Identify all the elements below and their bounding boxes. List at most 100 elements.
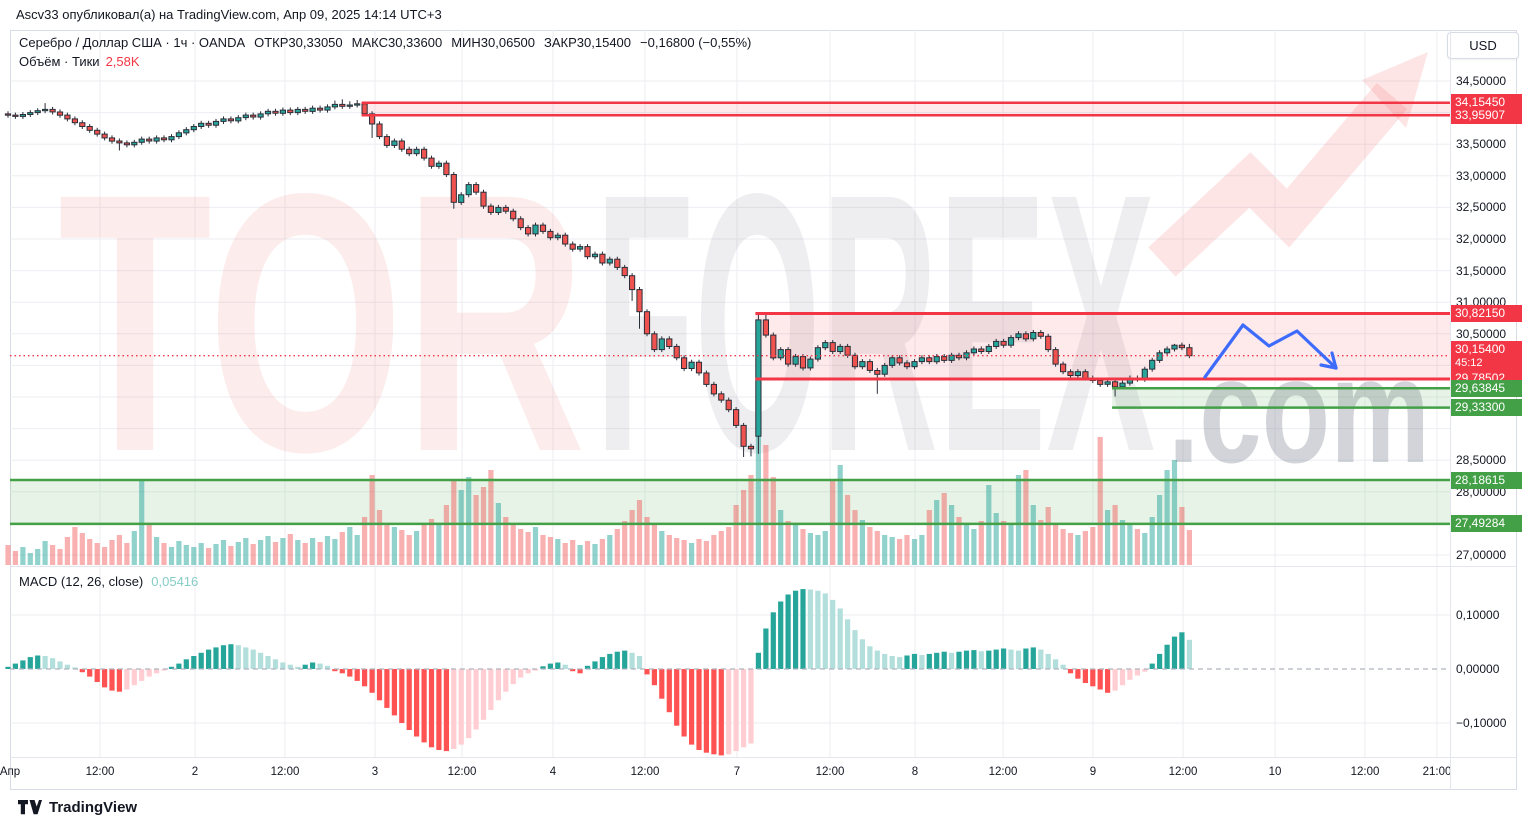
- time-tick: 7: [733, 766, 741, 778]
- candle: [955, 354, 963, 359]
- volume-bar: [570, 540, 576, 565]
- macd-bar: [689, 669, 695, 745]
- currency-button[interactable]: USD: [1447, 32, 1519, 59]
- volume-bar: [874, 531, 880, 565]
- volume-bar: [280, 538, 286, 565]
- candle: [421, 148, 428, 159]
- volume-bar: [495, 503, 501, 565]
- macd-bar: [339, 669, 345, 674]
- green-price-tag: 29,63845: [1450, 379, 1522, 397]
- volume-bar: [1082, 531, 1088, 565]
- macd-bar: [421, 669, 427, 743]
- volume-bar: [20, 547, 26, 565]
- candle: [1186, 347, 1193, 357]
- volume-bar: [1164, 470, 1170, 565]
- volume-bar: [532, 527, 539, 565]
- macd-bar: [458, 669, 464, 745]
- volume-bar: [391, 527, 397, 565]
- candle: [970, 348, 977, 354]
- candle: [190, 126, 197, 131]
- volume-bar: [339, 532, 345, 565]
- candle: [1015, 333, 1022, 339]
- volume-bar: [971, 529, 977, 565]
- macd-bar: [480, 669, 487, 720]
- candle: [926, 357, 933, 363]
- macd-bar: [1090, 669, 1096, 687]
- candle: [264, 110, 272, 115]
- macd-bar: [963, 650, 970, 669]
- volume-bar: [978, 521, 984, 565]
- volume-bar: [852, 510, 858, 565]
- macd-bar: [607, 653, 613, 669]
- volume-label: Объём · Тики: [19, 54, 100, 69]
- symbol-title: Серебро / Доллар США · 1ч · OANDA: [19, 35, 246, 50]
- macd-bar: [540, 666, 546, 669]
- candle: [562, 234, 569, 245]
- macd-bar: [1186, 639, 1192, 669]
- candle: [495, 206, 502, 213]
- time-tick: 8: [911, 766, 919, 778]
- volume-bar: [1060, 529, 1066, 565]
- volume-bar: [369, 475, 375, 565]
- volume-bar: [666, 535, 672, 565]
- macd-bar: [406, 669, 412, 730]
- candle: [235, 117, 242, 122]
- macd-bar: [518, 669, 524, 678]
- macd-bar: [131, 669, 137, 686]
- candle: [279, 109, 286, 114]
- candle: [324, 106, 331, 111]
- volume-bar: [1127, 525, 1133, 565]
- candle: [458, 194, 465, 203]
- candle: [978, 348, 985, 352]
- candle: [577, 246, 584, 250]
- candle: [688, 361, 695, 370]
- ohlc-item: −0,16800 (−0,55%): [640, 35, 752, 50]
- volume-bar: [1142, 533, 1148, 565]
- macd-bar: [971, 650, 977, 669]
- candle: [1060, 363, 1067, 373]
- volume-bar: [458, 490, 464, 565]
- projection-arrow[interactable]: [1203, 323, 1338, 379]
- volume-bar: [785, 521, 791, 565]
- macd-bar: [295, 666, 301, 669]
- candle: [539, 224, 547, 232]
- candle: [547, 230, 554, 239]
- macd-bar: [1105, 669, 1111, 693]
- candle: [146, 138, 153, 142]
- time-tick: 12:00: [85, 766, 115, 778]
- macd-bar: [904, 655, 910, 669]
- candle: [1000, 340, 1007, 346]
- macd-bar: [94, 669, 100, 682]
- candle: [502, 206, 509, 212]
- macd-bar: [183, 659, 189, 669]
- macd-bar: [897, 657, 903, 669]
- volume-bar: [1045, 507, 1051, 565]
- volume-bar: [845, 495, 851, 565]
- watermark-com: .com: [1168, 326, 1430, 494]
- volume-bar: [347, 527, 353, 565]
- candle: [435, 162, 442, 167]
- volume-bar: [287, 534, 293, 565]
- tradingview-logo[interactable]: TradingView: [18, 799, 137, 816]
- macd-tick: 0,10000: [1456, 608, 1500, 622]
- macd-bar: [42, 656, 48, 669]
- volume-bar: [636, 500, 643, 565]
- volume-bar: [154, 537, 160, 565]
- volume-bar: [674, 538, 680, 565]
- macd-bar: [793, 590, 799, 669]
- candle: [123, 142, 131, 146]
- candle: [629, 275, 636, 291]
- volume-bar: [711, 535, 717, 565]
- macd-value: 0,05416: [151, 574, 199, 589]
- candle: [428, 157, 435, 167]
- watermark-tor: TOR: [58, 117, 586, 528]
- macd-bar: [822, 593, 828, 669]
- volume-bar: [882, 535, 888, 565]
- volume-bar: [941, 493, 947, 565]
- candle: [116, 140, 123, 144]
- macd-bar: [191, 656, 197, 669]
- candle: [941, 356, 948, 361]
- macd-bar: [1008, 649, 1014, 669]
- macd-bar: [243, 647, 249, 669]
